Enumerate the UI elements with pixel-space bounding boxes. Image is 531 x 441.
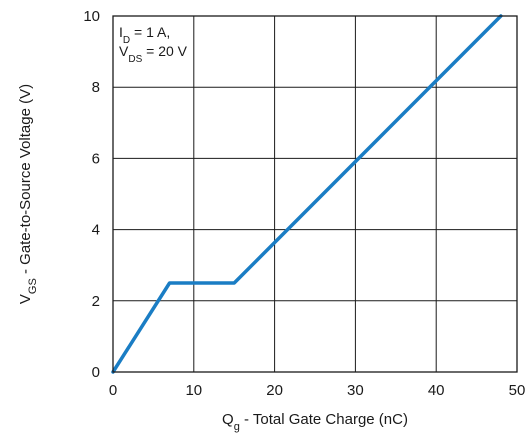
x-tick-label-1: 10 <box>185 382 202 399</box>
y-tick-label-4: 8 <box>92 79 100 96</box>
y-tick-label-3: 6 <box>92 150 100 167</box>
x-tick-label-5: 50 <box>509 382 526 399</box>
y-tick-label-5: 10 <box>83 8 100 25</box>
annotation-line-vds: VDS = 20 V <box>119 43 188 65</box>
y-tick-label-2: 4 <box>92 222 100 239</box>
y-tick-label-1: 2 <box>92 293 100 310</box>
x-tick-label-4: 40 <box>428 382 445 399</box>
condition-annotation: ID = 1 A, VDS = 20 V <box>119 24 188 65</box>
x-tick-label-2: 20 <box>266 382 283 399</box>
grid-layer <box>113 16 517 372</box>
series-line-0 <box>111 14 503 374</box>
x-tick-label-0: 0 <box>109 382 117 399</box>
plot-frame <box>112 15 518 373</box>
x-axis-label: Qg - Total Gate Charge (nC) <box>222 411 408 433</box>
x-tick-label-3: 30 <box>347 382 364 399</box>
x-tick-labels: 0 10 20 30 40 50 <box>109 382 526 399</box>
data-layer <box>111 14 503 374</box>
annotation-line-id: ID = 1 A, <box>119 24 170 46</box>
y-axis-label: VGS - Gate-to-Source Voltage (V) <box>17 84 39 304</box>
y-tick-label-0: 0 <box>92 364 100 381</box>
y-tick-labels: 0 2 4 6 8 10 <box>83 8 100 381</box>
